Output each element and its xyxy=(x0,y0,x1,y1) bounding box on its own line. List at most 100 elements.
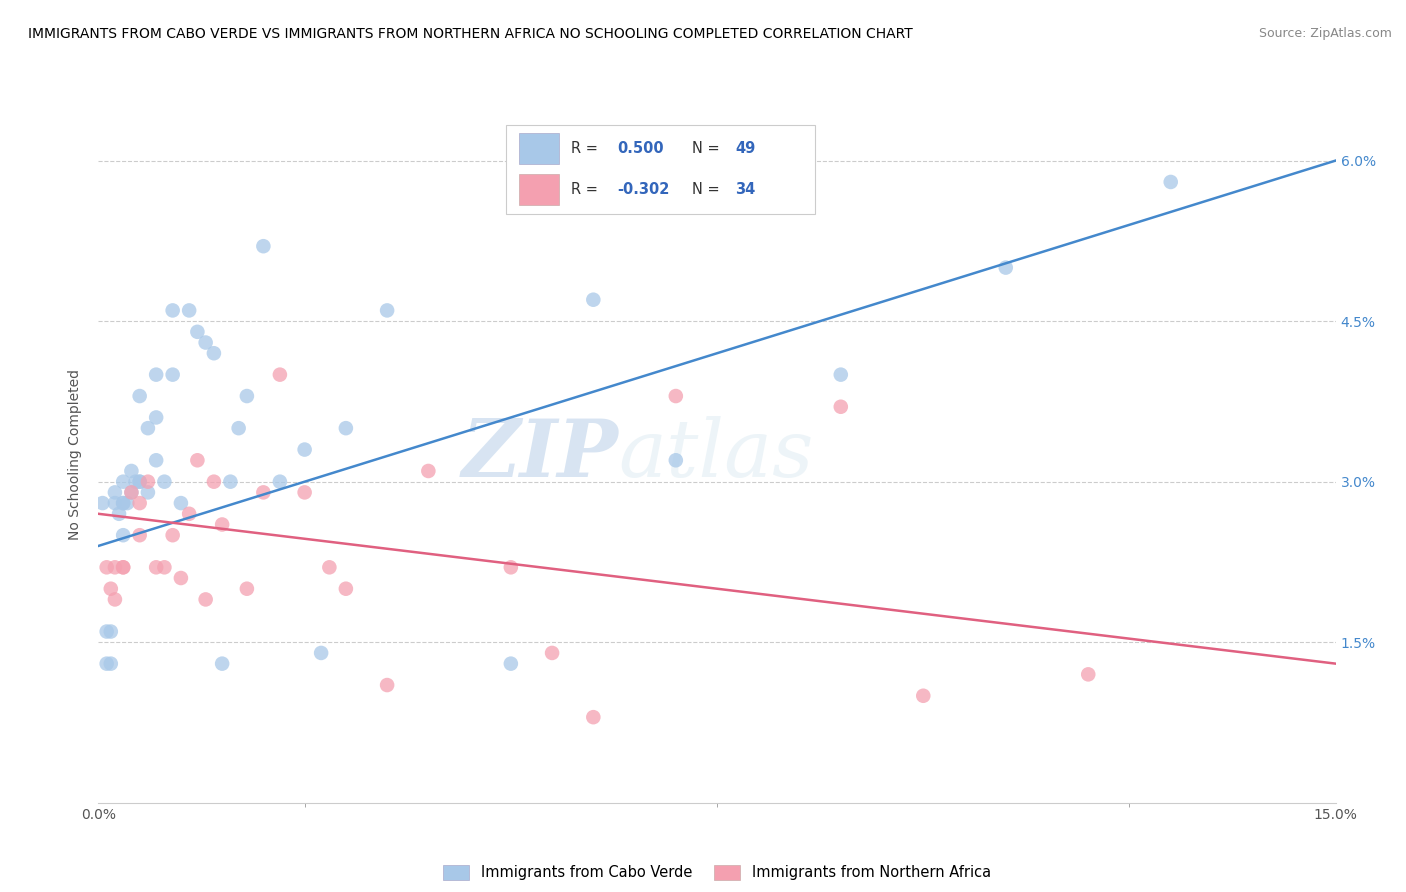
Text: 0.500: 0.500 xyxy=(617,141,664,155)
Point xyxy=(269,475,291,489)
Point xyxy=(202,346,225,360)
Point xyxy=(186,325,208,339)
Point xyxy=(294,442,316,457)
Point xyxy=(375,303,398,318)
Bar xyxy=(519,174,558,205)
Text: N =: N = xyxy=(692,141,724,155)
Text: atlas: atlas xyxy=(619,417,814,493)
Point xyxy=(104,485,127,500)
Point xyxy=(418,464,440,478)
Legend: Immigrants from Cabo Verde, Immigrants from Northern Africa: Immigrants from Cabo Verde, Immigrants f… xyxy=(437,859,997,886)
Point xyxy=(145,410,167,425)
Point xyxy=(335,421,357,435)
Point xyxy=(541,186,564,200)
Text: Source: ZipAtlas.com: Source: ZipAtlas.com xyxy=(1258,27,1392,40)
Point xyxy=(104,496,127,510)
Point xyxy=(112,528,135,542)
Point xyxy=(179,507,201,521)
Point xyxy=(830,400,852,414)
Point xyxy=(994,260,1017,275)
Point xyxy=(236,389,259,403)
Point xyxy=(112,560,135,574)
Point xyxy=(228,421,250,435)
Point xyxy=(112,475,135,489)
Point xyxy=(179,303,201,318)
Point xyxy=(120,485,142,500)
Point xyxy=(100,657,122,671)
Point xyxy=(104,592,127,607)
Point xyxy=(136,485,159,500)
Point xyxy=(335,582,357,596)
Point xyxy=(170,496,193,510)
Point xyxy=(128,528,150,542)
Point xyxy=(153,475,176,489)
Point xyxy=(117,496,139,510)
Point xyxy=(186,453,208,467)
Point xyxy=(375,678,398,692)
Text: 49: 49 xyxy=(735,141,755,155)
Text: ZIP: ZIP xyxy=(461,417,619,493)
Point xyxy=(162,303,184,318)
Point xyxy=(170,571,193,585)
Text: IMMIGRANTS FROM CABO VERDE VS IMMIGRANTS FROM NORTHERN AFRICA NO SCHOOLING COMPL: IMMIGRANTS FROM CABO VERDE VS IMMIGRANTS… xyxy=(28,27,912,41)
Point xyxy=(269,368,291,382)
Point xyxy=(128,496,150,510)
Point xyxy=(194,335,217,350)
Point xyxy=(145,368,167,382)
Point xyxy=(219,475,242,489)
Text: -0.302: -0.302 xyxy=(617,182,669,196)
Point xyxy=(96,657,118,671)
Point xyxy=(162,528,184,542)
Point xyxy=(309,646,332,660)
Text: 34: 34 xyxy=(735,182,755,196)
Point xyxy=(252,239,274,253)
Point xyxy=(499,657,522,671)
Point xyxy=(211,517,233,532)
Point xyxy=(120,485,142,500)
Point xyxy=(665,389,688,403)
Point xyxy=(499,560,522,574)
Point xyxy=(1160,175,1182,189)
Point xyxy=(153,560,176,574)
Point xyxy=(582,710,605,724)
Point xyxy=(665,453,688,467)
Point xyxy=(96,560,118,574)
Point xyxy=(124,475,146,489)
FancyBboxPatch shape xyxy=(506,125,815,214)
Point xyxy=(128,389,150,403)
Point xyxy=(912,689,935,703)
Text: R =: R = xyxy=(571,182,603,196)
Point xyxy=(1077,667,1099,681)
Point xyxy=(128,475,150,489)
Point xyxy=(112,496,135,510)
Point xyxy=(136,475,159,489)
Point xyxy=(145,453,167,467)
Point xyxy=(236,582,259,596)
Point xyxy=(252,485,274,500)
Point xyxy=(294,485,316,500)
Point xyxy=(104,560,127,574)
Point xyxy=(120,464,142,478)
Point xyxy=(211,657,233,671)
Text: R =: R = xyxy=(571,141,603,155)
Point xyxy=(100,582,122,596)
Point xyxy=(582,293,605,307)
Point xyxy=(318,560,340,574)
Point xyxy=(202,475,225,489)
Text: N =: N = xyxy=(692,182,724,196)
Y-axis label: No Schooling Completed: No Schooling Completed xyxy=(69,369,83,541)
Point xyxy=(112,496,135,510)
Point xyxy=(830,368,852,382)
Point xyxy=(112,560,135,574)
Bar xyxy=(519,133,558,164)
Point xyxy=(145,560,167,574)
Point xyxy=(108,507,131,521)
Point xyxy=(96,624,118,639)
Point xyxy=(541,646,564,660)
Point xyxy=(194,592,217,607)
Point xyxy=(91,496,114,510)
Point xyxy=(128,475,150,489)
Point xyxy=(100,624,122,639)
Point xyxy=(136,421,159,435)
Point xyxy=(162,368,184,382)
